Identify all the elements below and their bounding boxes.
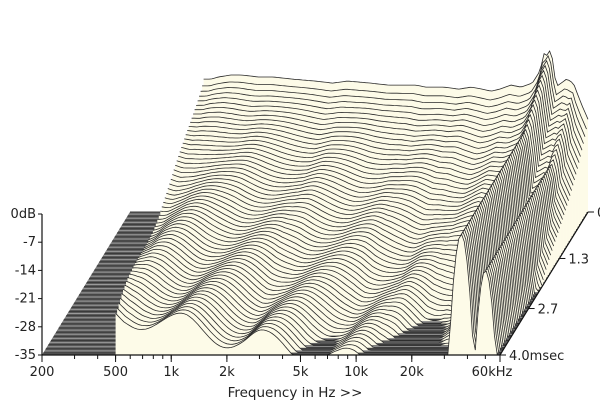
chart-axes bbox=[41, 211, 589, 356]
decay-slice-line bbox=[188, 99, 574, 186]
decay-slice-line bbox=[119, 226, 505, 349]
z-tick-label: 2.7 bbox=[538, 303, 559, 318]
x-axis-label: Frequency in Hz >> bbox=[228, 385, 363, 401]
decay-slice-line bbox=[199, 64, 584, 144]
decay-slice-line bbox=[194, 79, 580, 163]
decay-slice-line bbox=[125, 216, 511, 339]
decay-slice-line bbox=[116, 230, 502, 354]
y-tick-label: -35 bbox=[15, 348, 36, 363]
y-tick-label: -28 bbox=[15, 320, 36, 335]
decay-slice-line bbox=[190, 94, 575, 181]
decay-slice-line bbox=[196, 74, 581, 157]
decay-slice-line bbox=[185, 108, 571, 196]
x-axis-ticks: 200 500 1k 2k 5k 10k 20k 60kHz bbox=[30, 355, 513, 380]
decay-slice-line bbox=[203, 50, 589, 120]
y-tick-label: -21 bbox=[15, 292, 36, 307]
x-tick-label: 1k bbox=[163, 365, 179, 380]
decay-slice-fill bbox=[115, 234, 500, 355]
decay-slices bbox=[115, 50, 589, 356]
y-tick-label: 0dB bbox=[11, 207, 36, 222]
x-tick-label: 200 bbox=[30, 365, 55, 380]
decay-slice-line bbox=[193, 84, 578, 169]
decay-slice-line bbox=[197, 69, 583, 151]
y-tick-label: -14 bbox=[15, 263, 36, 278]
x-tick-label: 10k bbox=[344, 365, 369, 380]
x-tick-label: 60kHz bbox=[472, 365, 513, 380]
decay-slice-line bbox=[118, 228, 503, 351]
z-tick-label: 0.0 bbox=[597, 206, 600, 221]
decay-slice-line bbox=[127, 214, 512, 337]
z-tick-label: 1.3 bbox=[568, 252, 589, 267]
x-tick-label: 20k bbox=[400, 365, 425, 380]
decay-slice-line bbox=[122, 221, 508, 344]
decay-slice-line bbox=[124, 218, 509, 341]
x-tick-label: 5k bbox=[293, 365, 309, 380]
decay-slice-fill bbox=[124, 219, 509, 341]
decay-slice-line bbox=[128, 211, 514, 334]
decay-slice-line bbox=[191, 89, 577, 175]
z-axis-ticks: 0.0 1.3 2.7 4.0msec bbox=[500, 206, 600, 364]
decay-slice-line bbox=[202, 55, 587, 130]
decay-slice-line bbox=[184, 113, 569, 201]
decay-slice-line bbox=[182, 118, 568, 206]
x-tick-label: 500 bbox=[103, 365, 128, 380]
decay-slice-line bbox=[200, 59, 586, 137]
decay-slice-line bbox=[121, 223, 506, 346]
z-axis-line bbox=[499, 211, 589, 356]
decay-slice-line bbox=[187, 104, 572, 191]
y-tick-label: -7 bbox=[23, 235, 36, 250]
z-tick-label: 4.0msec bbox=[509, 349, 564, 364]
y-axis-ticks: 0dB -7 -14 -21 -28 -35 bbox=[11, 207, 42, 363]
x-tick-label: 2k bbox=[219, 365, 235, 380]
